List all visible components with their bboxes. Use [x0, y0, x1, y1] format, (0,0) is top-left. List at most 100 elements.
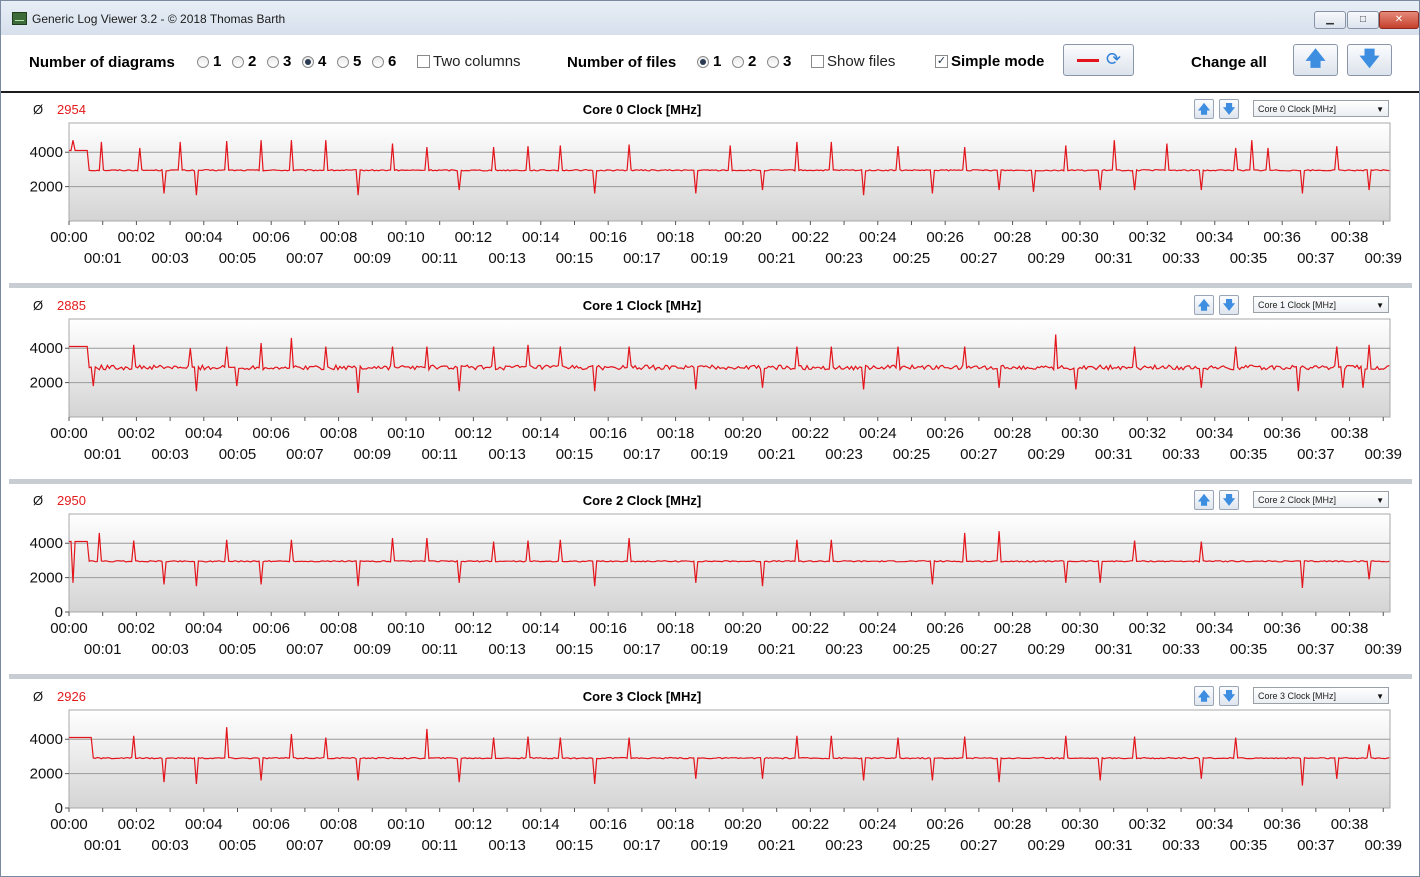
files-radio-1[interactable] [697, 56, 709, 68]
diagrams-radio-2-label[interactable]: 2 [248, 53, 257, 70]
diagrams-radio-1[interactable] [197, 56, 209, 68]
x-tick-label: 00:33 [1162, 446, 1200, 463]
x-tick-label: 00:07 [286, 250, 324, 267]
diagrams-radio-5-label[interactable]: 5 [353, 53, 362, 70]
minimize-button[interactable]: ▁ [1314, 11, 1346, 29]
x-tick-label: 00:15 [556, 446, 594, 463]
sensor-select[interactable]: Core 1 Clock [MHz] ▼ [1253, 296, 1389, 313]
diagrams-radio-1-label[interactable]: 1 [213, 53, 222, 70]
x-tick-label: 00:12 [455, 229, 493, 246]
x-tick-label: 00:28 [994, 425, 1032, 442]
x-tick-label: 00:08 [320, 229, 358, 246]
show-files-checkbox[interactable] [811, 55, 824, 68]
x-tick-label: 00:12 [455, 620, 493, 637]
diagram-panel-2: Ø 2950 Core 2 Clock [MHz] 🡅 🡇 Core 2 Clo… [9, 484, 1412, 679]
arrow-up-icon: 🡅 [1197, 493, 1211, 507]
x-tick-label: 00:09 [354, 837, 392, 854]
diagrams-radio-2[interactable] [232, 56, 244, 68]
diagrams-radio-4-label[interactable]: 4 [318, 53, 327, 70]
x-tick-label: 00:35 [1230, 446, 1268, 463]
x-tick-label: 00:13 [488, 250, 526, 267]
title-bar[interactable]: Generic Log Viewer 3.2 - © 2018 Thomas B… [1, 1, 1419, 35]
close-button[interactable]: ✕ [1379, 11, 1419, 29]
sensor-select-value: Core 1 Clock [MHz] [1258, 300, 1337, 310]
diagrams-radio-6[interactable] [372, 56, 384, 68]
arrow-down-icon: 🡇 [1222, 298, 1236, 312]
move-down-button[interactable]: 🡇 [1219, 295, 1239, 315]
x-tick-label: 00:14 [522, 620, 560, 637]
diagrams-radio-6-label[interactable]: 6 [388, 53, 397, 70]
x-tick-label: 00:17 [623, 641, 661, 658]
sensor-select-value: Core 3 Clock [MHz] [1258, 691, 1337, 701]
two-columns-label[interactable]: Two columns [433, 53, 521, 70]
x-tick-label: 00:01 [84, 250, 122, 267]
two-columns-checkbox[interactable] [417, 55, 430, 68]
files-radio-3[interactable] [767, 56, 779, 68]
x-tick-label: 00:23 [825, 446, 863, 463]
x-tick-label: 00:36 [1263, 620, 1301, 637]
diagrams-radio-5[interactable] [337, 56, 349, 68]
move-down-all-button[interactable]: 🡇 [1347, 44, 1392, 76]
maximize-button[interactable]: □ [1347, 11, 1379, 29]
sensor-select[interactable]: Core 2 Clock [MHz] ▼ [1253, 491, 1389, 508]
y-tick-label: 4000 [30, 144, 63, 161]
y-tick-label: 2000 [30, 179, 63, 196]
x-tick-label: 00:20 [724, 229, 762, 246]
x-tick-label: 00:27 [960, 837, 998, 854]
diagram-panel-0: Ø 2954 Core 0 Clock [MHz] 🡅 🡇 Core 0 Clo… [9, 93, 1412, 288]
x-tick-label: 00:39 [1364, 446, 1402, 463]
move-up-button[interactable]: 🡅 [1194, 295, 1214, 315]
x-tick-label: 00:08 [320, 425, 358, 442]
move-up-button[interactable]: 🡅 [1194, 686, 1214, 706]
y-tick-label: 0 [55, 604, 63, 621]
x-tick-label: 00:04 [185, 816, 223, 833]
x-tick-label: 00:31 [1095, 837, 1133, 854]
x-tick-label: 00:16 [589, 229, 627, 246]
line-style-button[interactable]: ⟳ [1063, 44, 1134, 76]
sensor-select[interactable]: Core 3 Clock [MHz] ▼ [1253, 687, 1389, 704]
num-diagrams-label: Number of diagrams [29, 54, 175, 71]
arrow-up-icon: 🡅 [1305, 48, 1326, 70]
x-tick-label: 00:17 [623, 250, 661, 267]
files-radio-2-label[interactable]: 2 [748, 53, 757, 70]
diagrams-radio-3[interactable] [267, 56, 279, 68]
move-up-all-button[interactable]: 🡅 [1293, 44, 1338, 76]
x-tick-label: 00:06 [252, 229, 290, 246]
x-tick-label: 00:23 [825, 641, 863, 658]
move-down-button[interactable]: 🡇 [1219, 99, 1239, 119]
x-tick-label: 00:23 [825, 837, 863, 854]
y-tick-label: 0 [55, 800, 63, 817]
x-tick-label: 00:22 [792, 425, 830, 442]
simple-mode-label[interactable]: Simple mode [951, 53, 1045, 70]
x-tick-label: 00:35 [1230, 837, 1268, 854]
files-radio-1-label[interactable]: 1 [713, 53, 722, 70]
x-tick-label: 00:29 [1027, 837, 1065, 854]
x-tick-label: 00:16 [589, 816, 627, 833]
y-tick-label: 4000 [30, 731, 63, 748]
y-tick-label: 2000 [30, 766, 63, 783]
files-radio-3-label[interactable]: 3 [783, 53, 792, 70]
move-up-button[interactable]: 🡅 [1194, 99, 1214, 119]
x-tick-label: 00:17 [623, 446, 661, 463]
x-tick-label: 00:31 [1095, 641, 1133, 658]
refresh-icon: ⟳ [1106, 49, 1122, 69]
move-down-button[interactable]: 🡇 [1219, 490, 1239, 510]
series-line [69, 140, 1390, 196]
x-tick-label: 00:24 [859, 425, 897, 442]
chart-svg: 2000 4000 00:00 00:02 00:04 00:06 00:08 00:10 00… [30, 318, 1402, 463]
simple-mode-checkbox[interactable]: ✓ [935, 55, 948, 68]
move-up-button[interactable]: 🡅 [1194, 490, 1214, 510]
x-tick-label: 00:12 [455, 816, 493, 833]
x-tick-label: 00:21 [758, 250, 796, 267]
move-down-button[interactable]: 🡇 [1219, 686, 1239, 706]
diagrams-radio-4[interactable] [302, 56, 314, 68]
diagrams-radio-3-label[interactable]: 3 [283, 53, 292, 70]
x-tick-label: 00:30 [1061, 816, 1099, 833]
sensor-select[interactable]: Core 0 Clock [MHz] ▼ [1253, 100, 1389, 117]
files-radio-2[interactable] [732, 56, 744, 68]
show-files-label[interactable]: Show files [827, 53, 896, 70]
dropdown-arrow-icon: ▼ [1376, 105, 1384, 114]
x-tick-label: 00:38 [1331, 620, 1369, 637]
x-tick-label: 00:25 [893, 837, 931, 854]
